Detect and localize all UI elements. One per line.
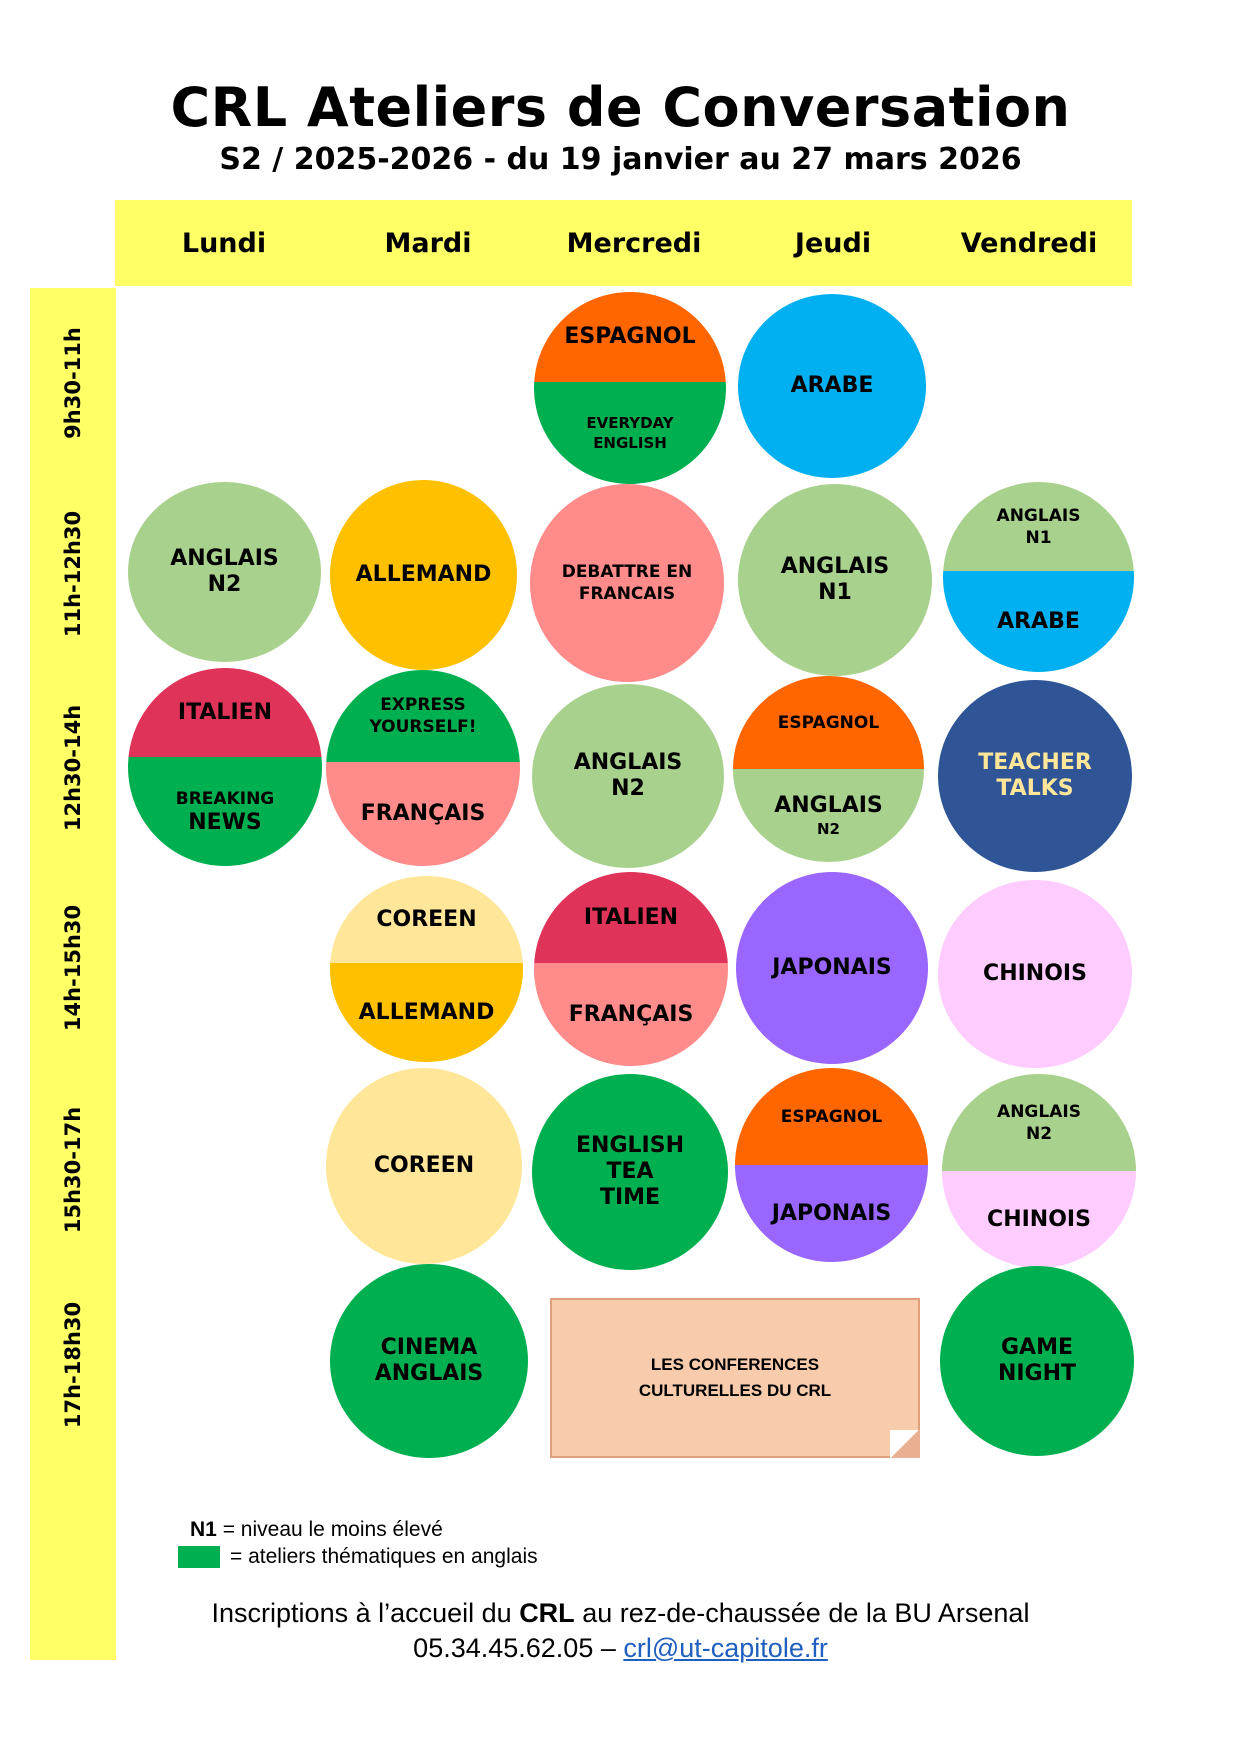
day-header-bar <box>115 200 1132 286</box>
session-jeudi-12h30[interactable]: ESPAGNOL ANGLAIS N2 <box>733 676 924 862</box>
session-jeudi-11h[interactable]: ANGLAIS N1 <box>738 484 932 676</box>
session-label: COREEN <box>373 1153 475 1178</box>
session-label: COREEN <box>376 906 477 932</box>
session-label: ESPAGNOL <box>777 712 880 733</box>
session-jeudi-15h30[interactable]: ESPAGNOL JAPONAIS <box>735 1068 928 1262</box>
footer-crl: CRL <box>519 1598 575 1628</box>
session-label: LES CONFERENCES CULTURELLES DU CRL <box>638 1355 832 1400</box>
session-mardi-11h[interactable]: ALLEMAND <box>330 480 517 670</box>
session-mercredi-12h30[interactable]: ANGLAIS N2 <box>532 684 724 868</box>
page-subtitle: S2 / 2025-2026 - du 19 janvier au 27 mar… <box>219 142 1022 177</box>
time-slot-5: 15h30-17h <box>61 1106 85 1234</box>
session-mardi-15h30[interactable]: COREEN <box>326 1068 522 1264</box>
day-mardi: Mardi <box>384 228 472 259</box>
session-lundi-11h[interactable]: ANGLAIS N2 <box>128 482 321 662</box>
session-mardi-12h30[interactable]: EXPRESS YOURSELF! FRANÇAIS <box>326 670 520 866</box>
day-mercredi: Mercredi <box>566 228 702 259</box>
session-label: ESPAGNOL <box>780 1106 883 1127</box>
time-slot-4: 14h-15h30 <box>61 904 85 1032</box>
session-mercredi-14h[interactable]: ITALIEN FRANÇAIS <box>534 872 728 1066</box>
session-label: FRANÇAIS <box>360 801 486 827</box>
legend-green: = ateliers thématiques en anglais <box>178 1545 538 1569</box>
green-swatch <box>178 1546 220 1568</box>
session-label: FRANÇAIS <box>568 1001 694 1027</box>
session-jeudi-14h[interactable]: JAPONAIS <box>736 872 928 1064</box>
session-label: ESPAGNOL <box>564 324 696 350</box>
session-label: JAPONAIS <box>772 955 892 980</box>
time-slot-3: 12h30-14h <box>61 704 85 832</box>
session-vendredi-17h[interactable]: GAME NIGHT <box>940 1266 1134 1456</box>
day-lundi: Lundi <box>181 228 267 259</box>
time-slot-2: 11h-12h30 <box>61 510 85 638</box>
footer-text: Inscriptions à l’accueil du <box>211 1598 520 1628</box>
footer-registration: Inscriptions à l’accueil du CRL au rez-d… <box>0 1598 1241 1629</box>
time-slot-6: 17h-18h30 <box>61 1301 85 1429</box>
session-label: JAPONAIS <box>771 1200 892 1226</box>
session-mardi-17h[interactable]: CINEMA ANGLAIS <box>330 1264 528 1458</box>
session-label: N2 <box>817 819 840 838</box>
session-vendredi-14h[interactable]: CHINOIS <box>938 880 1132 1068</box>
session-label: ANGLAIS N1 <box>780 554 890 605</box>
session-label: EVERYDAY ENGLISH <box>586 414 674 453</box>
session-vendredi-12h30[interactable]: TEACHER TALKS <box>938 680 1132 872</box>
footer-phone: 05.34.45.62.05 – <box>413 1633 624 1663</box>
session-label: ANGLAIS N2 <box>997 1101 1081 1144</box>
session-label: ANGLAIS <box>774 792 883 818</box>
session-label: ENGLISH TEA TIME <box>576 1133 684 1210</box>
session-mercredi-15h30[interactable]: ENGLISH TEA TIME <box>532 1074 728 1270</box>
session-label: CINEMA ANGLAIS <box>374 1335 484 1386</box>
session-label: TEACHER TALKS <box>978 750 1092 801</box>
session-label: EXPRESS YOURSELF! <box>369 695 477 738</box>
session-lundi-12h30[interactable]: ITALIEN BREAKING NEWS <box>128 668 322 866</box>
session-vendredi-15h30[interactable]: ANGLAIS N2 CHINOIS <box>942 1074 1136 1268</box>
session-label: ITALIEN <box>583 904 679 930</box>
legend-n1-key: N1 <box>190 1518 217 1541</box>
session-label: ALLEMAND <box>358 999 495 1025</box>
legend-n1-text: = niveau le moins élevé <box>216 1518 443 1541</box>
page-title: CRL Ateliers de Conversation <box>170 76 1071 139</box>
session-label: ANGLAIS N2 <box>170 546 279 597</box>
email-link[interactable]: crl@ut-capitole.fr <box>623 1633 828 1663</box>
legend-n1: N1 = niveau le moins élevé <box>190 1518 443 1542</box>
session-label: ARABE <box>790 373 874 398</box>
day-vendredi: Vendredi <box>960 228 1098 259</box>
footer-text: au rez-de-chaussée de la BU Arsenal <box>574 1598 1030 1628</box>
session-jeudi-9h30[interactable]: ARABE <box>738 294 926 478</box>
session-label: ANGLAIS N1 <box>996 505 1081 548</box>
footer-contact: 05.34.45.62.05 – crl@ut-capitole.fr <box>0 1633 1241 1664</box>
time-slot-1: 9h30-11h <box>61 327 85 439</box>
session-label: ARABE <box>997 608 1080 634</box>
session-label: NEWS <box>188 809 262 835</box>
session-label: BREAKING <box>175 788 275 809</box>
day-jeudi: Jeudi <box>794 228 872 259</box>
session-label: GAME NIGHT <box>997 1335 1077 1386</box>
session-mercredi-9h30[interactable]: ESPAGNOL EVERYDAY ENGLISH <box>534 292 726 484</box>
session-mardi-14h[interactable]: COREEN ALLEMAND <box>330 876 523 1062</box>
session-mercredi-11h[interactable]: DEBATTRE EN FRANCAIS <box>530 484 724 682</box>
conferences-box[interactable]: LES CONFERENCES CULTURELLES DU CRL <box>550 1298 920 1458</box>
session-vendredi-11h[interactable]: ANGLAIS N1 ARABE <box>943 482 1134 672</box>
time-column-bar <box>30 288 116 1660</box>
session-label: CHINOIS <box>983 961 1087 986</box>
session-label: ALLEMAND <box>355 562 492 587</box>
session-label: CHINOIS <box>987 1206 1091 1232</box>
session-label: ITALIEN <box>177 699 273 725</box>
session-label: DEBATTRE EN FRANCAIS <box>561 562 693 604</box>
folded-corner <box>890 1430 920 1458</box>
session-label: ANGLAIS N2 <box>573 750 683 801</box>
legend-green-text: = ateliers thématiques en anglais <box>230 1545 538 1568</box>
